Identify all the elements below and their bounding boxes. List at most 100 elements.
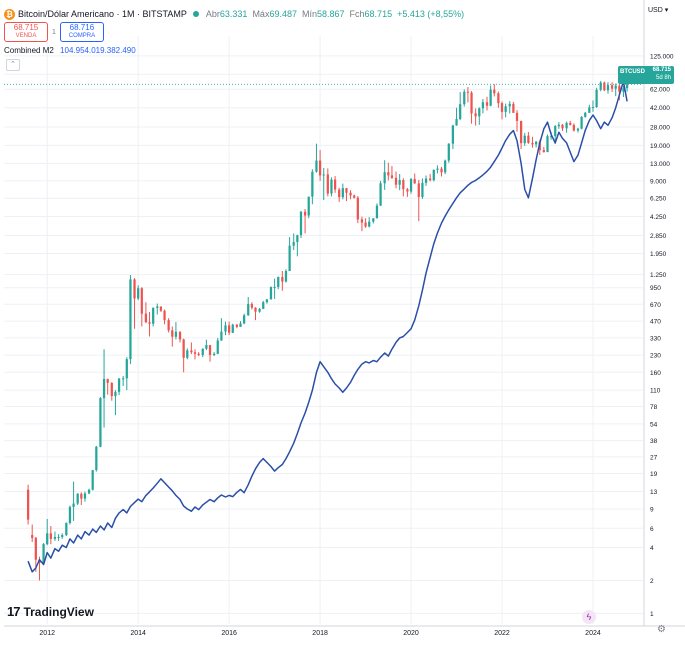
x-tick-label: 2024: [585, 630, 601, 637]
candle-body: [129, 279, 132, 360]
y-tick-label: 950: [650, 285, 661, 292]
candle-body: [133, 279, 136, 299]
candle-body: [193, 352, 197, 354]
symbol-title[interactable]: Bitcoin/Dólar Americano · 1M · BITSTAMP: [18, 9, 187, 19]
candle-body: [34, 537, 37, 560]
candle-body: [159, 306, 163, 311]
candle-body: [277, 276, 280, 287]
candle-body: [356, 197, 359, 220]
candle-body: [500, 103, 504, 112]
candle-body: [572, 124, 575, 131]
last-price-label: BTCUSD 68.715 5d 8h: [618, 66, 674, 84]
candle-body: [99, 398, 102, 447]
candle-body: [353, 195, 356, 198]
candle-body: [174, 331, 178, 337]
candle-body: [534, 141, 538, 145]
candle-body: [455, 119, 458, 126]
y-tick-label: 230: [650, 353, 661, 360]
candle-body: [31, 535, 34, 538]
candle-body: [523, 135, 526, 144]
candle-body: [315, 160, 318, 172]
candle-body: [451, 125, 455, 144]
lightning-icon[interactable]: ϟ: [582, 610, 596, 624]
gear-icon[interactable]: ⚙: [657, 624, 666, 635]
candle-body: [519, 120, 523, 144]
candle-body: [326, 174, 329, 194]
x-tick-label: 2018: [312, 630, 328, 637]
x-tick-label: 2012: [39, 630, 55, 637]
tradingview-logo[interactable]: 17 TradingView: [7, 604, 94, 619]
y-tick-label: 28.000: [650, 124, 670, 131]
candle-body: [333, 179, 337, 190]
currency-selector[interactable]: USD ▾: [648, 7, 669, 14]
candle-body: [216, 340, 219, 354]
candle-body: [554, 126, 557, 137]
candle-body: [478, 108, 481, 117]
candle-body: [53, 536, 57, 539]
candle-body: [330, 179, 333, 194]
y-tick-label: 125.000: [650, 53, 674, 60]
y-tick-label: 54: [650, 421, 658, 428]
candle-body: [463, 91, 466, 105]
candle-body: [474, 113, 477, 117]
candle-body: [557, 124, 560, 127]
candle-body: [618, 85, 621, 92]
candle-body: [125, 359, 128, 379]
candle-body: [565, 122, 568, 129]
candle-body: [311, 171, 314, 197]
candle-body: [561, 124, 564, 129]
y-tick-label: 2.850: [650, 233, 667, 240]
candle-body: [117, 378, 121, 392]
candle-body: [485, 102, 489, 106]
y-tick-label: 470: [650, 319, 661, 326]
candle-body: [178, 331, 182, 340]
candle-body: [406, 189, 409, 192]
candle-body: [284, 270, 288, 282]
buy-label: COMPRA: [68, 33, 96, 39]
candle-body: [584, 112, 587, 117]
close-value: 68.715: [364, 9, 393, 19]
x-tick-label: 2016: [221, 630, 237, 637]
sell-button[interactable]: 68.715 VENDA: [4, 22, 48, 42]
y-tick-label: 2: [650, 578, 654, 585]
candle-body: [599, 82, 602, 90]
candle-body: [394, 177, 398, 185]
candle-body: [42, 544, 45, 563]
candle-body: [375, 205, 379, 219]
y-tick-label: 42.000: [650, 105, 670, 112]
candle-body: [299, 211, 303, 236]
bitcoin-icon: ₿: [4, 8, 15, 20]
y-tick-label: 19.000: [650, 143, 670, 150]
candle-body: [504, 106, 507, 112]
candle-body: [95, 446, 98, 471]
candle-body: [550, 136, 553, 138]
candle-body: [614, 85, 617, 89]
m2-series-line: [27, 80, 628, 573]
candle-body: [49, 533, 52, 539]
candle-body: [292, 242, 295, 246]
candle-body: [515, 112, 519, 121]
candle-body: [148, 322, 151, 324]
y-tick-label: 670: [650, 302, 661, 309]
candle-body: [137, 288, 140, 299]
buy-button[interactable]: 68.716 COMPRA: [59, 22, 104, 42]
y-tick-label: 9: [650, 507, 654, 514]
candle-body: [186, 350, 189, 358]
candle-body: [254, 307, 257, 312]
indicator-legend[interactable]: Combined M2 104.954.019.382.490: [4, 46, 136, 55]
candle-body: [83, 493, 87, 499]
candle-body: [402, 180, 405, 190]
indicator-value: 104.954.019.382.490: [60, 46, 136, 55]
candle-body: [622, 88, 625, 92]
candle-body: [197, 353, 200, 356]
y-tick-label: 1: [650, 611, 654, 618]
collapse-legend-icon[interactable]: ⌃: [6, 59, 20, 71]
candle-body: [247, 304, 250, 316]
candle-body: [595, 89, 598, 108]
candle-body: [432, 169, 435, 181]
y-tick-label: 6: [650, 526, 654, 533]
candle-body: [208, 345, 212, 356]
candle-body: [144, 313, 148, 323]
